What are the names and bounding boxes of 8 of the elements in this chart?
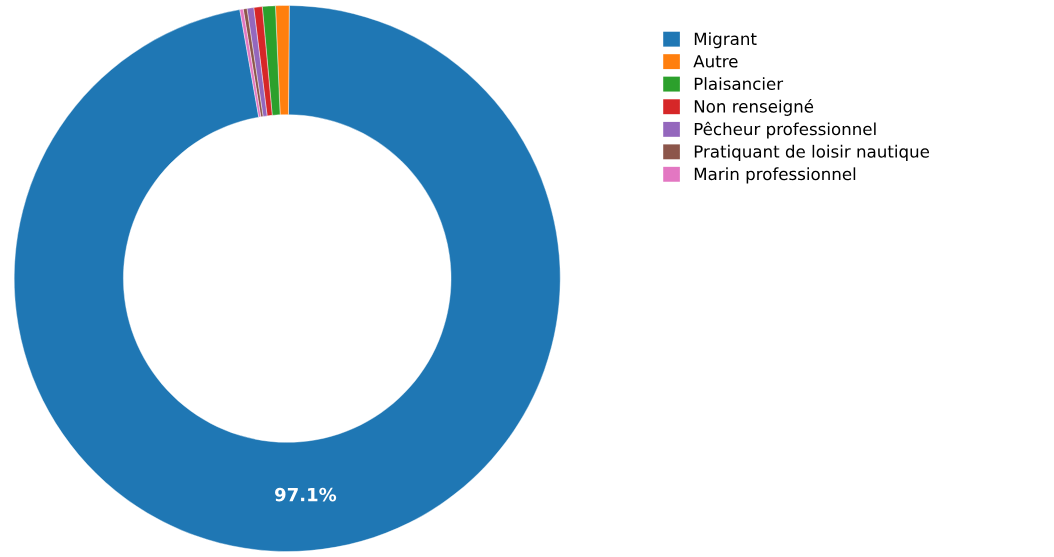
legend-label: Marin professionnel (694, 167, 856, 184)
legend-label: Migrant (694, 32, 757, 49)
legend-label: Plaisancier (694, 77, 784, 91)
legend-label: Autre (693, 55, 738, 68)
data-label: 97.1% (275, 487, 337, 502)
legend-label: Non renseigné (694, 99, 814, 116)
legend-label: Pratiquant de loisir nautique (694, 144, 930, 161)
legend-label: Pêcheur professionnel (694, 121, 876, 139)
